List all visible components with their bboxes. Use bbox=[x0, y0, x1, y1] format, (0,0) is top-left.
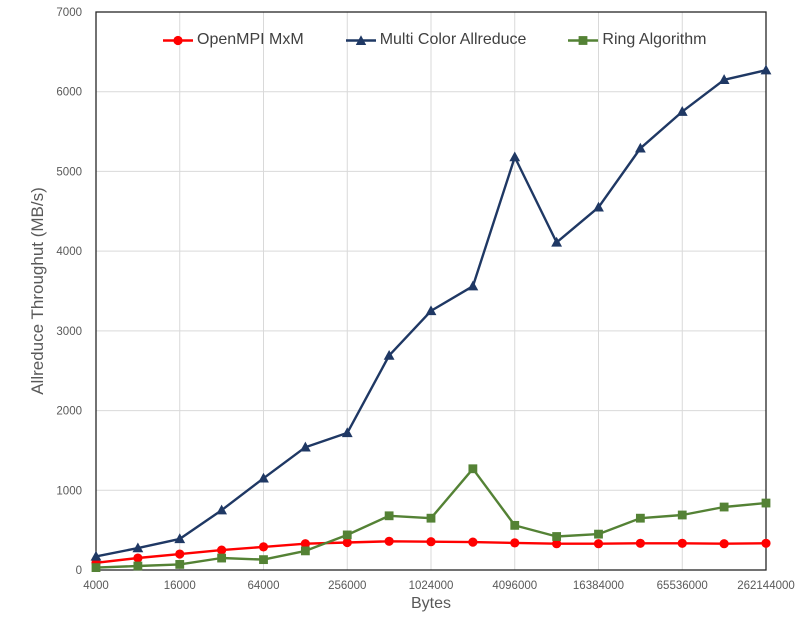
y-tick-label: 5000 bbox=[56, 166, 82, 178]
data-point-square bbox=[594, 529, 603, 539]
data-point-circle bbox=[258, 542, 269, 552]
x-axis-title: Bytes bbox=[410, 595, 451, 612]
legend-item-2: Ring Algorithm bbox=[568, 31, 706, 49]
x-tick-label: 4000 bbox=[83, 580, 109, 592]
data-point-square bbox=[259, 555, 268, 565]
data-point-circle bbox=[468, 537, 478, 547]
x-tick-label: 256000 bbox=[328, 580, 366, 592]
data-point-triangle bbox=[593, 201, 604, 212]
data-point-circle bbox=[426, 537, 436, 547]
legend-circle-marker-icon bbox=[163, 35, 193, 45]
data-point-circle bbox=[719, 539, 729, 549]
data-point-triangle bbox=[341, 427, 353, 438]
data-point-square bbox=[426, 513, 436, 523]
data-point-triangle bbox=[634, 142, 646, 153]
data-point-circle bbox=[677, 538, 687, 548]
y-tick-label: 1000 bbox=[56, 485, 82, 497]
data-point-square bbox=[300, 546, 310, 556]
data-point-triangle bbox=[216, 504, 228, 515]
data-point-circle bbox=[217, 545, 227, 555]
legend-label: Multi Color Allreduce bbox=[379, 31, 527, 48]
data-point-square bbox=[217, 553, 227, 563]
data-point-triangle bbox=[760, 64, 772, 75]
data-point-triangle bbox=[132, 542, 144, 553]
y-tick-label: 4000 bbox=[56, 246, 82, 258]
y-tick-label: 6000 bbox=[56, 87, 82, 99]
data-point-circle bbox=[342, 537, 352, 548]
data-point-circle bbox=[300, 539, 310, 549]
data-point-square bbox=[510, 520, 520, 530]
x-tick-label: 65536000 bbox=[657, 580, 708, 592]
data-point-triangle bbox=[90, 550, 102, 561]
y-tick-label: 7000 bbox=[56, 7, 82, 19]
data-point-square bbox=[133, 561, 143, 571]
data-point-circle bbox=[593, 539, 604, 549]
legend-label: Ring Algorithm bbox=[602, 31, 707, 48]
y-axis-title: Allreduce Throughut (MB/s) bbox=[28, 187, 47, 395]
data-point-square bbox=[91, 563, 101, 573]
x-tick-label: 1024000 bbox=[409, 580, 454, 592]
data-point-circle bbox=[384, 536, 394, 546]
data-point-triangle bbox=[383, 349, 395, 360]
data-point-triangle bbox=[467, 280, 479, 291]
legend-label: OpenMPI MxM bbox=[197, 31, 304, 48]
data-point-triangle bbox=[425, 305, 437, 316]
data-point-square bbox=[635, 513, 645, 523]
plot-border bbox=[95, 11, 767, 571]
data-point-triangle bbox=[258, 472, 269, 483]
data-point-square bbox=[175, 560, 185, 569]
x-tick-label: 64000 bbox=[248, 580, 280, 592]
data-point-circle bbox=[761, 538, 771, 548]
data-point-triangle bbox=[299, 441, 311, 452]
data-point-square bbox=[677, 510, 687, 520]
data-point-triangle bbox=[676, 106, 688, 116]
data-point-circle bbox=[635, 538, 645, 548]
legend-square-marker-icon bbox=[568, 35, 599, 45]
x-tick-label: 16000 bbox=[164, 580, 196, 592]
legend-item-1: Multi Color Allreduce bbox=[345, 31, 527, 49]
y-tick-label: 2000 bbox=[56, 406, 82, 418]
data-point-triangle bbox=[509, 151, 521, 162]
data-point-square bbox=[384, 511, 394, 521]
legend-item-0: OpenMPI MxM bbox=[163, 31, 304, 49]
data-point-triangle bbox=[718, 74, 730, 84]
data-point-triangle bbox=[551, 236, 563, 247]
chart-legend: OpenMPI MxM Multi Color Allreduce Ring Alg… bbox=[163, 31, 706, 49]
x-tick-label: 262144000 bbox=[737, 580, 795, 592]
data-point-circle bbox=[175, 549, 185, 559]
legend-triangle-marker-icon bbox=[345, 34, 376, 45]
data-point-triangle bbox=[174, 533, 186, 544]
data-point-square bbox=[761, 498, 771, 508]
data-point-square bbox=[552, 532, 562, 541]
x-tick-label: 4096000 bbox=[492, 580, 537, 592]
data-point-circle bbox=[133, 553, 143, 563]
data-point-circle bbox=[510, 538, 520, 548]
x-tick-label: 16384000 bbox=[573, 580, 624, 592]
y-tick-label: 3000 bbox=[56, 326, 82, 338]
data-point-square bbox=[719, 502, 729, 512]
data-point-square bbox=[468, 464, 478, 474]
data-point-square bbox=[342, 530, 352, 540]
data-point-circle bbox=[552, 539, 562, 549]
y-tick-label: 0 bbox=[76, 565, 82, 577]
